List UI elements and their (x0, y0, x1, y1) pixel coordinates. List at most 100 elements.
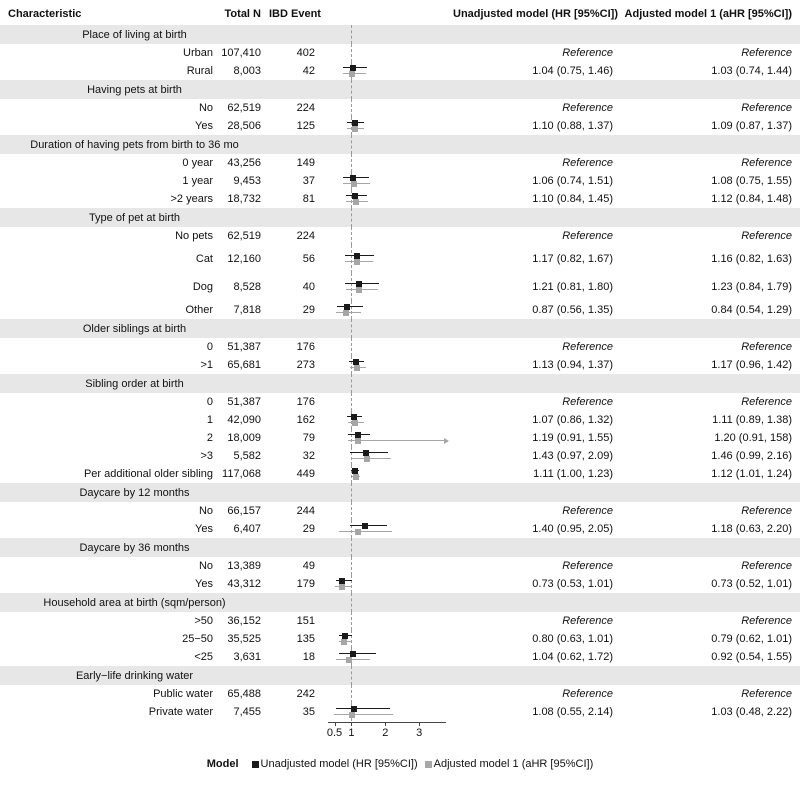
forest-row: <25 3,631 18 1.04 (0.62, 1.72) 0.92 (0.54, 1… (0, 648, 800, 666)
unadjusted-hr-value: 1.06 (0.74, 1.51) (532, 175, 613, 187)
adjusted-ci-line (333, 714, 393, 715)
total-n-value: 8,003 (233, 65, 261, 77)
plot-cell (321, 227, 453, 245)
ibd-event-value: 244 (296, 505, 315, 517)
total-n-value: 18,732 (227, 193, 261, 205)
row-label: No (198, 505, 213, 517)
unadjusted-hr-value: 1.04 (0.75, 1.46) (532, 65, 613, 77)
section-label: Older siblings at birth (82, 322, 187, 335)
row-label: Cat (195, 253, 213, 265)
adjusted-point-marker (352, 420, 359, 426)
plot-cell (321, 44, 453, 62)
adjusted-hr-value: 1.18 (0.63, 2.20) (711, 523, 792, 535)
adjusted-hr-value: 1.17 (0.96, 1.42) (711, 359, 792, 371)
ibd-event-value: 81 (302, 193, 315, 205)
total-n-value: 5,582 (233, 450, 261, 462)
adjusted-hr-value: 1.23 (0.84, 1.79) (711, 281, 792, 293)
unadjusted-hr-value: Reference (562, 157, 613, 169)
row-label: >1 (200, 359, 213, 371)
ibd-event-value: 151 (296, 615, 315, 627)
forest-row: Cat 12,160 56 1.17 (0.82, 1.67) 1.16 (0.82, … (0, 245, 800, 273)
row-label: 25−50 (182, 633, 213, 645)
legend-item-label-unadjusted: Unadjusted model (HR [95%CI]) (260, 758, 418, 770)
unadjusted-point-marker (349, 65, 356, 71)
header-ibd-event: IBD Event (269, 8, 321, 20)
plot-cell (321, 630, 453, 648)
adjusted-hr-value: 1.12 (1.01, 1.24) (711, 468, 792, 480)
unadjusted-point-marker (339, 578, 346, 584)
row-label: 1 (206, 414, 213, 426)
adjusted-point-marker (349, 71, 356, 77)
adjusted-arrow-icon (443, 438, 449, 444)
ibd-event-value: 149 (296, 157, 315, 169)
adjusted-point-marker (354, 529, 361, 535)
adjusted-hr-value: 1.03 (0.48, 2.22) (711, 706, 792, 718)
adjusted-hr-value: Reference (741, 560, 792, 572)
row-label: Rural (186, 65, 213, 77)
adjusted-ci-line (338, 531, 393, 532)
total-n-value: 62,519 (227, 102, 261, 114)
row-label: No pets (175, 230, 213, 242)
axis-tick-label: 1 (348, 727, 355, 739)
total-n-value: 43,256 (227, 157, 261, 169)
total-n-value: 65,488 (227, 688, 261, 700)
ibd-event-value: 29 (302, 304, 315, 316)
adjusted-point-marker (352, 199, 359, 205)
unadjusted-hr-value: 0.73 (0.53, 1.01) (532, 578, 613, 590)
adjusted-hr-value: 1.16 (0.82, 1.63) (711, 253, 792, 265)
plot-cell (321, 117, 453, 135)
unadjusted-ci-line (336, 708, 391, 709)
adjusted-hr-value: 1.20 (0.91, 158) (714, 432, 792, 444)
adjusted-hr-value: 1.08 (0.75, 1.55) (711, 175, 792, 187)
unadjusted-point-marker (351, 120, 358, 126)
plot-cell (321, 62, 453, 80)
plot-cell (321, 557, 453, 575)
row-label: Private water (148, 706, 213, 718)
adjusted-hr-value: Reference (741, 157, 792, 169)
axis-tick-label: 0.5 (326, 727, 343, 739)
adjusted-point-marker (364, 456, 371, 462)
legend-title: Model (206, 758, 239, 770)
adjusted-point-marker (341, 639, 348, 645)
adjusted-hr-value: Reference (741, 341, 792, 353)
adjusted-point-marker (343, 310, 350, 316)
total-n-value: 62,519 (227, 230, 261, 242)
unadjusted-point-marker (349, 651, 356, 657)
plot-cell (321, 447, 453, 465)
total-n-value: 28,506 (227, 120, 261, 132)
unadjusted-hr-value: 1.40 (0.95, 2.05) (532, 523, 613, 535)
forest-row: Private water 7,455 35 1.08 (0.55, 2.14) 1.0… (0, 703, 800, 721)
adjusted-ci-line (348, 440, 444, 441)
plot-cell (321, 612, 453, 630)
legend: Model Unadjusted model (HR [95%CI]) Adju… (0, 751, 800, 777)
ibd-event-value: 176 (296, 341, 315, 353)
unadjusted-point-marker (350, 175, 357, 181)
unadjusted-point-marker (362, 523, 368, 529)
x-axis-line (327, 722, 447, 723)
section-row: Early−life drinking water (0, 666, 800, 685)
header-characteristic: Characteristic (8, 8, 82, 20)
ibd-event-value: 179 (296, 578, 315, 590)
unadjusted-hr-value: 1.13 (0.94, 1.37) (532, 359, 613, 371)
plot-cell (321, 520, 453, 538)
adjusted-hr-value: 0.84 (0.54, 1.29) (711, 304, 792, 316)
unadjusted-hr-value: 1.19 (0.91, 1.55) (532, 432, 613, 444)
unadjusted-hr-value: Reference (562, 560, 613, 572)
row-label: <25 (194, 651, 213, 663)
plot-cell (321, 135, 453, 154)
section-label: Sibling order at birth (85, 377, 184, 390)
plot-cell (321, 245, 453, 273)
unadjusted-point-marker (352, 359, 359, 365)
ibd-event-value: 273 (296, 359, 315, 371)
unadjusted-hr-value: 1.04 (0.62, 1.72) (532, 651, 613, 663)
plot-cell (321, 429, 453, 447)
section-row: Older siblings at birth (0, 319, 800, 338)
plot-cell (321, 575, 453, 593)
unadjusted-hr-value: Reference (562, 615, 613, 627)
legend-item-adjusted: Adjusted model 1 (aHR [95%CI]) (424, 758, 593, 770)
adjusted-ci-line (335, 659, 371, 660)
header-unadjusted-model: Unadjusted model (HR [95%CI]) (453, 8, 619, 20)
ibd-event-value: 79 (302, 432, 315, 444)
adjusted-hr-value: 0.79 (0.62, 1.01) (711, 633, 792, 645)
